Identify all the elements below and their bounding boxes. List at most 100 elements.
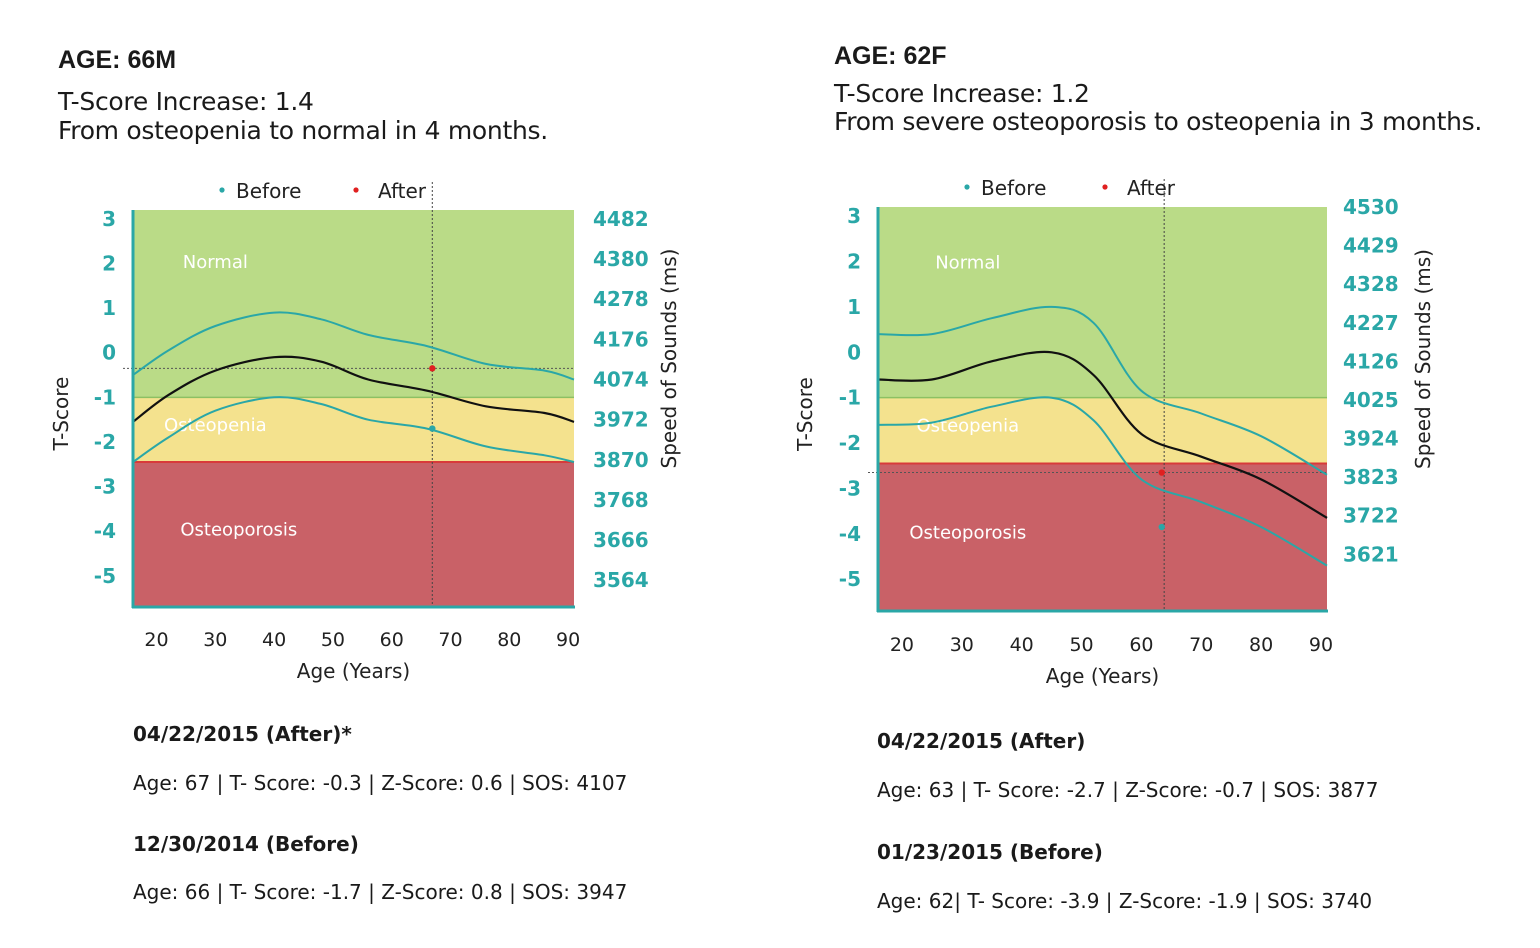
sos-tick-label: 4126 <box>1343 349 1399 373</box>
zone-normal <box>133 210 574 398</box>
x-tick-label: 60 <box>1129 634 1153 656</box>
y-tick-label: 1 <box>847 295 861 319</box>
y-tick-label: -3 <box>94 475 116 499</box>
before-point <box>429 425 436 432</box>
legend-before-marker <box>964 184 970 190</box>
record-before-heading: 12/30/2014 (Before) <box>133 832 359 856</box>
x-tick-label: 90 <box>1309 634 1333 656</box>
zone-label: Osteoporosis <box>909 522 1026 543</box>
record-after-detail: Age: 63 | T- Score: -2.7 | Z-Score: -0.7… <box>877 778 1379 802</box>
x-tick-label: 20 <box>144 629 168 651</box>
x-axis-title: Age (Years) <box>297 659 410 683</box>
x-tick-label: 20 <box>890 634 914 656</box>
zone-label: Osteopenia <box>916 416 1019 437</box>
upper-band-line <box>877 305 1328 476</box>
sos-tick-label: 3823 <box>1343 465 1399 489</box>
x-tick-label: 30 <box>203 629 227 651</box>
tscore-chart: Normal Osteopenia Osteoporosis 3 2 1 0 -1 -2 -3 -4… <box>793 176 1435 688</box>
record-before-heading: 01/23/2015 (Before) <box>877 840 1103 864</box>
sos-tick-label: 4530 <box>1343 195 1399 219</box>
sos-tick-label: 4176 <box>593 327 649 351</box>
sos-tick-label: 3924 <box>1343 427 1399 451</box>
record-after-detail: Age: 67 | T- Score: -0.3 | Z-Score: 0.6 … <box>133 771 628 795</box>
sos-tick-label: 3768 <box>593 488 649 512</box>
y-tick-label: 1 <box>102 296 116 320</box>
tscore-chart: Normal Osteopenia Osteoporosis 3 2 1 0 -1 -2 -3 -4… <box>49 179 681 683</box>
sos-tick-label: 3972 <box>593 408 649 432</box>
y-tick-label: 3 <box>847 204 861 228</box>
zone-label: Normal <box>183 252 248 273</box>
zone-label: Normal <box>935 252 1000 273</box>
sos-tick-label: 3621 <box>1343 542 1399 566</box>
x-tick-label: 30 <box>950 634 974 656</box>
sos-tick-label: 3870 <box>593 448 649 472</box>
sos-tick-label: 4278 <box>593 287 649 311</box>
x-tick-label: 70 <box>1189 634 1213 656</box>
zone-label: Osteoporosis <box>180 520 297 541</box>
sos-tick-label: 4482 <box>593 207 649 231</box>
record-after-heading: 04/22/2015 (After)* <box>133 722 352 746</box>
x-axis-title: Age (Years) <box>1046 664 1159 688</box>
after-point <box>1158 469 1165 476</box>
lower-band-line <box>877 396 1328 567</box>
sos-tick-label: 3564 <box>593 568 649 592</box>
x-tick-label: 40 <box>262 629 286 651</box>
legend-after-label: After <box>1127 176 1176 200</box>
y-tick-label: -5 <box>839 567 861 591</box>
sos-tick-label: 4227 <box>1343 311 1399 335</box>
x-tick-label: 50 <box>1069 634 1093 656</box>
sos-axis-title: Speed of Sounds (ms) <box>657 249 681 469</box>
panel-right: AGE: 62F T-Score Increase: 1.2 From seve… <box>770 0 1540 948</box>
summary-text: From osteopenia to normal in 4 months. <box>58 116 548 145</box>
sos-tick-label: 4328 <box>1343 272 1399 296</box>
record-before-detail: Age: 62| T- Score: -3.9 | Z-Score: -1.9 … <box>877 889 1373 913</box>
sos-tick-label: 4074 <box>593 368 649 392</box>
y-axis-title: T-Score <box>49 377 73 452</box>
zone-osteoporosis <box>133 462 574 607</box>
x-tick-label: 70 <box>438 629 462 651</box>
sos-tick-label: 4025 <box>1343 388 1399 412</box>
record-before-detail: Age: 66 | T- Score: -1.7 | Z-Score: 0.8 … <box>133 880 628 904</box>
y-tick-label: 2 <box>847 249 861 273</box>
t-score-increase: T-Score Increase: 1.4 <box>58 87 314 116</box>
lower-band-line <box>132 396 575 463</box>
y-tick-label: -5 <box>94 564 116 588</box>
sos-tick-label: 4380 <box>593 247 649 271</box>
y-tick-label: -4 <box>839 522 861 546</box>
sos-tick-label: 3666 <box>593 528 649 552</box>
y-tick-label: 2 <box>102 252 116 276</box>
t-score-increase: T-Score Increase: 1.2 <box>834 79 1090 108</box>
y-tick-label: -1 <box>94 385 116 409</box>
y-tick-label: -4 <box>94 519 116 543</box>
sos-tick-label: 4429 <box>1343 234 1399 258</box>
median-line <box>132 355 575 423</box>
upper-band-line <box>132 311 575 381</box>
y-tick-label: -2 <box>839 431 861 455</box>
x-tick-label: 50 <box>321 629 345 651</box>
y-tick-label: 0 <box>847 340 861 364</box>
record-after-heading: 04/22/2015 (After) <box>877 729 1086 753</box>
legend-after-marker <box>353 187 359 193</box>
legend-after-label: After <box>378 179 427 203</box>
y-tick-label: -1 <box>839 386 861 410</box>
panel-left: AGE: 66M T-Score Increase: 1.4 From oste… <box>49 46 681 904</box>
zone-label: Osteopenia <box>164 415 267 436</box>
y-axis-title: T-Score <box>793 377 817 452</box>
x-tick-label: 90 <box>556 629 580 651</box>
legend-before-label: Before <box>981 176 1046 200</box>
sos-tick-label: 3722 <box>1343 504 1399 528</box>
x-tick-label: 80 <box>497 629 521 651</box>
x-tick-label: 40 <box>1010 634 1034 656</box>
legend-after-marker <box>1102 184 1108 190</box>
age-title: AGE: 62F <box>834 42 947 70</box>
x-tick-label: 80 <box>1249 634 1273 656</box>
after-point <box>429 365 436 372</box>
y-tick-label: 0 <box>102 341 116 365</box>
y-tick-label: 3 <box>102 207 116 231</box>
zone-osteoporosis <box>878 463 1327 611</box>
sos-axis-title: Speed of Sounds (ms) <box>1411 249 1435 469</box>
age-title: AGE: 66M <box>58 46 177 74</box>
zone-normal <box>878 207 1327 398</box>
median-line <box>877 350 1328 519</box>
legend-before-marker <box>219 187 225 193</box>
